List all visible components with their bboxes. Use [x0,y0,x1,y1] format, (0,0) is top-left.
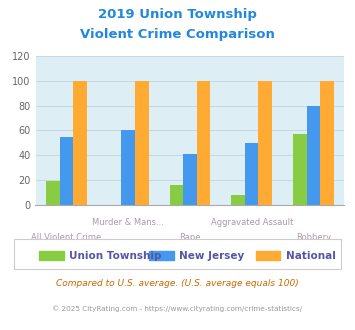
Text: New Jersey: New Jersey [179,251,245,261]
Bar [307,106,320,205]
Text: Compared to U.S. average. (U.S. average equals 100): Compared to U.S. average. (U.S. average … [56,279,299,288]
Text: National: National [286,251,335,261]
Bar [258,81,272,205]
Bar [245,143,258,205]
Text: © 2025 CityRating.com - https://www.cityrating.com/crime-statistics/: © 2025 CityRating.com - https://www.city… [53,305,302,312]
Text: 2019 Union Township: 2019 Union Township [98,8,257,21]
Text: Violent Crime Comparison: Violent Crime Comparison [80,28,275,41]
Bar [60,137,73,205]
Text: All Violent Crime: All Violent Crime [31,233,102,242]
Text: Rape: Rape [179,233,201,242]
Bar [135,81,148,205]
Text: Robbery: Robbery [296,233,331,242]
Text: Murder & Mans...: Murder & Mans... [92,218,164,227]
Bar [73,81,87,205]
Text: Union Township: Union Township [69,251,162,261]
Bar [320,81,334,205]
Bar [46,181,60,205]
Bar [121,130,135,205]
Bar [293,134,307,205]
Bar [197,81,210,205]
Bar [231,195,245,205]
Bar [170,185,183,205]
Text: Aggravated Assault: Aggravated Assault [211,218,293,227]
Bar [183,154,197,205]
